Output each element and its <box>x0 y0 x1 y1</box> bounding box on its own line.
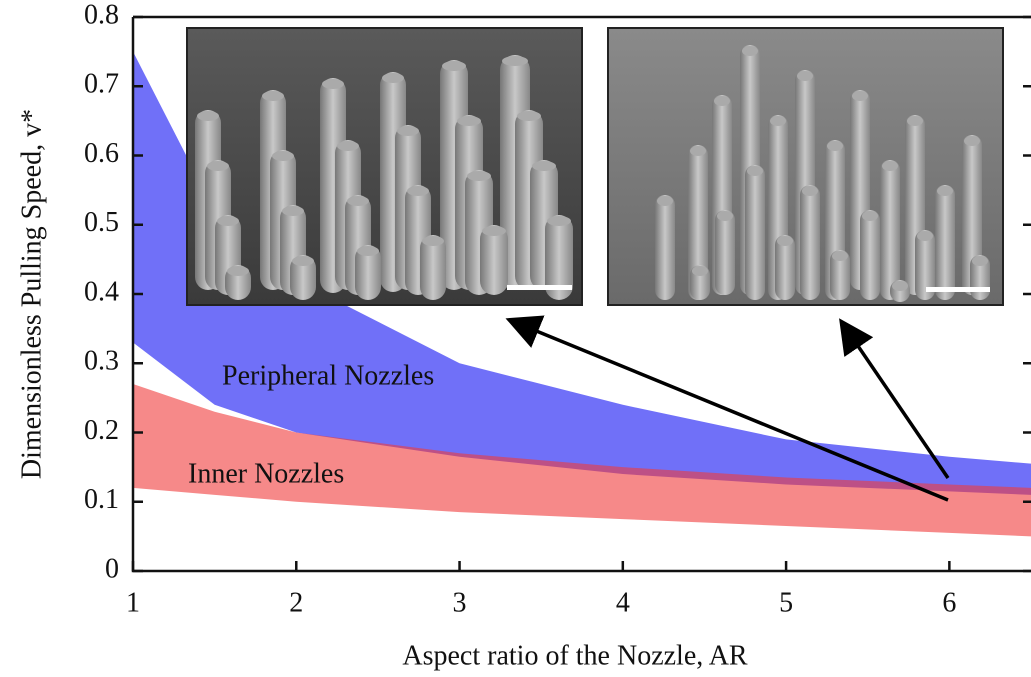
pillar-top <box>322 79 344 89</box>
pillar-top <box>262 91 284 101</box>
pillar <box>880 160 900 300</box>
pillar-top <box>517 111 541 121</box>
pillar-top <box>282 206 304 216</box>
pillar-top <box>397 126 419 136</box>
pillar <box>962 135 982 295</box>
pillar-top <box>907 116 923 126</box>
pillar <box>545 215 573 300</box>
pillar-top <box>442 61 466 71</box>
y-tick-label: 0.5 <box>84 207 119 238</box>
y-tick-label: 0.8 <box>84 0 119 30</box>
band-area <box>133 384 1031 537</box>
x-tick-label: 4 <box>616 587 630 618</box>
pillar-top <box>964 136 980 146</box>
x-tick-label: 6 <box>942 587 956 618</box>
pillar <box>480 225 508 295</box>
pillar-top <box>690 146 706 156</box>
pillar-top <box>862 211 878 221</box>
pillar <box>830 250 850 300</box>
pillar-top <box>482 226 506 236</box>
x-tick-label: 2 <box>289 587 303 618</box>
pillar-top <box>457 116 481 126</box>
x-axis-label: Aspect ratio of the Nozzle, AR <box>402 640 748 671</box>
y-tick-label: 0.6 <box>84 138 119 169</box>
pillar <box>915 230 935 300</box>
pillar-top <box>382 73 404 83</box>
pillar-top <box>827 141 843 151</box>
x-tick-label: 5 <box>779 587 793 618</box>
y-tick-label: 0.3 <box>84 346 119 377</box>
pillar <box>420 235 446 300</box>
pillar <box>860 210 880 300</box>
y-tick-label: 0 <box>105 553 119 584</box>
pillar-top <box>882 161 898 171</box>
pillar-top <box>917 231 933 241</box>
pillar-top <box>217 216 239 226</box>
pillar-top <box>797 71 813 81</box>
pillar-top <box>197 111 219 121</box>
pillar-top <box>657 196 673 206</box>
pillar-top <box>207 161 229 171</box>
pillar-top <box>747 166 763 176</box>
pillar-top <box>852 91 868 101</box>
pillar-top <box>972 256 988 266</box>
bands <box>133 51 1031 537</box>
pillar-top <box>347 196 369 206</box>
y-tick-label: 0.7 <box>84 69 119 100</box>
pillar <box>935 185 955 300</box>
pillar <box>688 145 708 300</box>
pillar-top <box>937 186 953 196</box>
scale-bar <box>926 287 990 292</box>
pillar-top <box>272 151 294 161</box>
pillar-top <box>357 246 379 256</box>
pillar-top <box>770 116 786 126</box>
y-axis-label: Dimensionless Pulling Speed, v* <box>16 109 47 479</box>
band-label: Peripheral Nozzles <box>222 360 434 391</box>
y-tick-label: 0.1 <box>84 484 119 515</box>
pillar <box>355 245 381 300</box>
pillar-top <box>422 236 444 246</box>
pillar-top <box>802 186 818 196</box>
band-label: Inner Nozzles <box>188 458 344 489</box>
pillar <box>290 255 316 300</box>
x-tick-label: 3 <box>453 587 467 618</box>
pillar <box>715 210 735 295</box>
pillar-top <box>742 46 758 56</box>
pillar-top <box>467 171 491 181</box>
pillar-top <box>717 211 733 221</box>
y-tick-label: 0.4 <box>84 276 119 307</box>
pillar-top <box>714 96 730 106</box>
pillar-top <box>547 216 571 226</box>
pillar-top <box>892 281 908 291</box>
pillar-top <box>227 266 249 276</box>
pillar-top <box>337 141 359 151</box>
pillar-top <box>407 186 429 196</box>
pillar <box>655 195 675 300</box>
band-area <box>133 51 1031 495</box>
pillar-top <box>502 56 528 66</box>
pillar-top <box>777 236 793 246</box>
pillar <box>800 185 820 300</box>
pillar-top <box>292 256 314 266</box>
y-tick-label: 0.2 <box>84 415 119 446</box>
x-tick-label: 1 <box>126 587 140 618</box>
scale-bar <box>507 285 572 290</box>
pillar-top <box>532 161 556 171</box>
pillar <box>745 165 765 300</box>
pillar-top <box>692 266 708 276</box>
insets <box>186 27 1004 306</box>
pillar-top <box>832 251 848 261</box>
arrow <box>839 318 950 479</box>
pillar <box>775 235 795 300</box>
arrow <box>505 315 949 502</box>
